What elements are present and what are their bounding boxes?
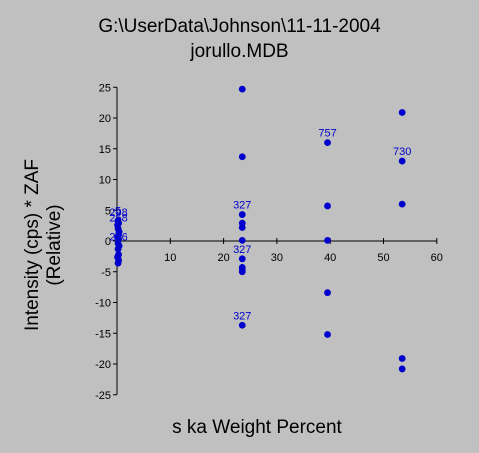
data-point: [238, 85, 246, 93]
point-label: 327: [233, 200, 251, 212]
data-point: [324, 202, 331, 210]
data-point: [324, 139, 331, 147]
data-point: [398, 200, 406, 208]
y-tick-label: -20: [95, 359, 111, 371]
chart-subtitle: jorullo.MDB: [190, 41, 289, 62]
data-point: [238, 236, 246, 244]
x-tick-label: 50: [377, 252, 389, 264]
x-tick-label: 10: [164, 252, 176, 264]
x-tick-label: 60: [431, 252, 443, 264]
point-label: 206: [109, 232, 127, 244]
point-label: 327: [233, 244, 251, 256]
data-point: [398, 355, 406, 362]
data-point: [398, 109, 406, 116]
point-label: 2: [115, 230, 121, 242]
chart-title: G:\UserData\Johnson\11-11-2004: [98, 16, 381, 37]
data-point: [238, 211, 246, 218]
data-point: [324, 289, 331, 297]
data-point: [324, 331, 331, 338]
y-tick-label: 0: [105, 236, 111, 248]
point-label: 327: [233, 310, 251, 322]
y-tick-label: 25: [99, 82, 111, 94]
data-point: [238, 224, 246, 231]
data-point: [324, 236, 331, 244]
point-label: 258: [109, 212, 127, 224]
y-tick-label: -5: [101, 267, 111, 279]
data-point: [398, 157, 406, 165]
data-point: [238, 268, 246, 276]
point-label: 757: [318, 128, 336, 140]
data-point: [398, 365, 406, 373]
y-tick-label: 5: [105, 205, 111, 217]
data-point: [238, 255, 246, 263]
point-label: 298: [109, 207, 127, 219]
data-point: [114, 259, 122, 267]
y-tick-label: 15: [99, 144, 111, 156]
x-tick-label: 30: [271, 252, 283, 264]
data-point: [114, 245, 122, 253]
x-axis-title: s ka Weight Percent: [172, 417, 342, 438]
x-tick-label: 40: [324, 252, 336, 264]
y-tick-label: 10: [99, 175, 111, 187]
data-point: [238, 321, 246, 329]
y-tick-label: -10: [95, 298, 111, 310]
point-label: 730: [393, 146, 411, 158]
y-tick-label: 20: [99, 113, 111, 125]
y-tick-label: -15: [95, 328, 111, 340]
y-tick-label: -25: [95, 390, 111, 402]
point-label: 5: [115, 206, 121, 218]
data-point: [238, 153, 246, 161]
x-tick-label: 20: [217, 252, 229, 264]
